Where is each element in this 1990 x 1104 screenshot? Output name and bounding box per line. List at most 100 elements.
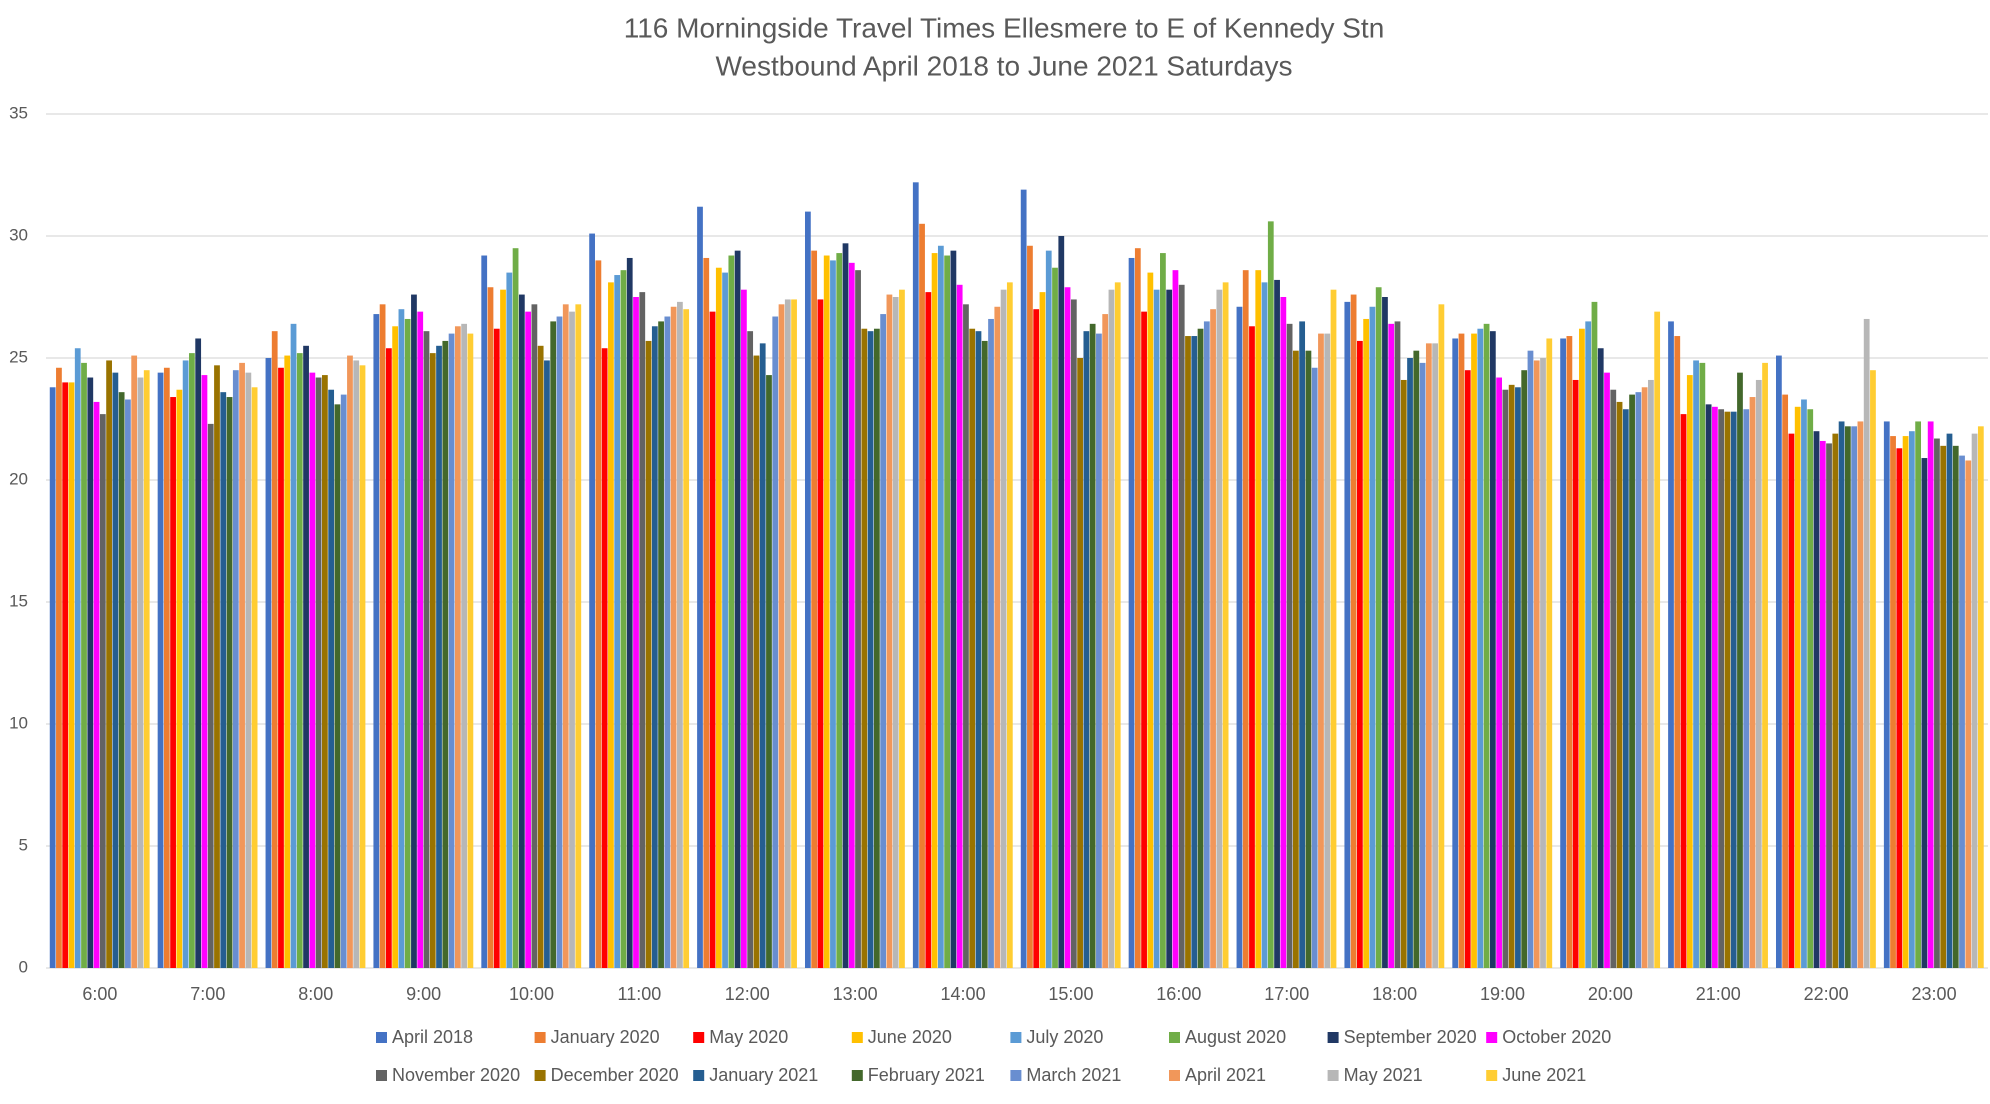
bar: [550, 321, 557, 968]
bar: [1185, 336, 1191, 968]
bar: [1419, 362, 1426, 968]
bar: [772, 316, 779, 968]
bar: [925, 292, 932, 968]
bar: [1686, 375, 1693, 969]
bar: [1654, 311, 1661, 968]
bar: [347, 355, 353, 968]
bar: [1458, 333, 1465, 969]
bar: [1114, 282, 1121, 968]
bar: [886, 294, 893, 968]
legend-swatch: [1169, 1070, 1180, 1081]
bar: [1216, 289, 1223, 968]
bar: [436, 345, 442, 968]
bar: [1527, 350, 1534, 968]
bar: [106, 360, 112, 968]
x-tick-label: 10:00: [509, 984, 554, 1004]
bar: [994, 306, 1001, 968]
bar: [56, 367, 62, 968]
bar: [1863, 318, 1870, 969]
bar: [1801, 399, 1807, 969]
bar: [1261, 282, 1268, 968]
bar: [620, 270, 627, 968]
bar: [290, 323, 297, 969]
bar: [1388, 323, 1395, 969]
x-tick-label: 20:00: [1588, 984, 1633, 1004]
x-tick-label: 16:00: [1156, 984, 1201, 1004]
legend-label: April 2021: [1185, 1065, 1266, 1085]
bar: [836, 253, 843, 968]
bar: [1579, 328, 1585, 969]
bar: [531, 304, 538, 968]
bar: [880, 314, 887, 969]
bar: [1464, 370, 1471, 968]
bar: [1782, 394, 1789, 969]
bar: [448, 333, 455, 969]
bar: [1089, 323, 1096, 969]
bar: [232, 370, 239, 968]
legend-swatch: [1010, 1070, 1022, 1081]
bar: [670, 306, 677, 968]
bar: [315, 377, 322, 968]
bar: [1807, 409, 1814, 968]
legend-label: July 2020: [1026, 1027, 1103, 1047]
bar: [143, 370, 150, 968]
bar: [404, 318, 411, 969]
bar: [1699, 362, 1706, 968]
bar: [278, 367, 284, 968]
legend-swatch: [1010, 1032, 1022, 1043]
bar: [759, 343, 766, 968]
bar: [454, 326, 461, 968]
bar: [1629, 394, 1635, 969]
bar: [677, 301, 683, 968]
bar: [1844, 426, 1851, 968]
y-tick-label: 30: [9, 225, 28, 244]
y-tick-label: 5: [19, 835, 28, 854]
bar: [137, 377, 144, 968]
bar: [1737, 372, 1743, 968]
bar: [334, 404, 341, 968]
bar: [1521, 370, 1528, 968]
bar: [1242, 270, 1249, 968]
bar: [99, 414, 106, 968]
bar: [892, 297, 899, 968]
bar: [1680, 414, 1687, 968]
bar: [1324, 333, 1331, 969]
bar: [1749, 397, 1756, 968]
bar: [1902, 436, 1909, 969]
bar: [1977, 426, 1984, 968]
bar: [328, 389, 335, 969]
bar: [589, 233, 595, 968]
x-tick-label: 22:00: [1804, 984, 1849, 1004]
bar: [1203, 321, 1210, 968]
bar: [112, 372, 119, 968]
bar: [1693, 360, 1699, 968]
bar: [1730, 411, 1737, 968]
bar: [608, 282, 614, 968]
bar: [1375, 287, 1382, 968]
bar: [595, 260, 602, 968]
bar: [201, 375, 208, 969]
legend-swatch: [534, 1070, 546, 1081]
bar: [321, 375, 328, 969]
bar: [1045, 250, 1052, 968]
bar: [131, 355, 138, 968]
bar: [1070, 299, 1077, 968]
legend-label: September 2020: [1344, 1027, 1477, 1047]
bar: [931, 253, 938, 968]
x-tick-label: 9:00: [406, 984, 441, 1004]
bar: [830, 260, 836, 968]
bar: [1826, 443, 1832, 968]
chart-subtitle: Westbound April 2018 to June 2021 Saturd…: [716, 50, 1293, 81]
bar: [481, 255, 488, 968]
bar: [207, 423, 214, 968]
bar: [741, 289, 747, 968]
x-tick-label: 13:00: [833, 984, 878, 1004]
x-tick-label: 8:00: [298, 984, 333, 1004]
bar: [1566, 336, 1573, 968]
bar: [340, 394, 347, 969]
bar: [697, 206, 703, 969]
legend-label: January 2021: [709, 1065, 818, 1085]
bar: [1705, 404, 1712, 968]
bar: [601, 348, 608, 968]
